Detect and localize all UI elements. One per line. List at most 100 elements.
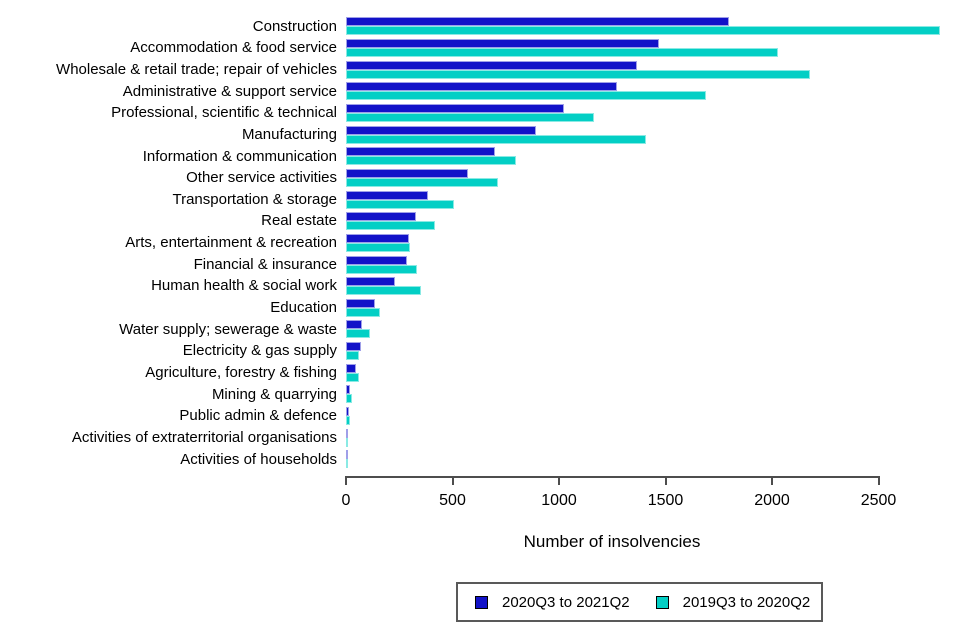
category-label: Professional, scientific & technical	[111, 104, 337, 122]
bar-2020q3-2021q2	[346, 428, 348, 438]
bar-2019q3-2020q2	[346, 91, 706, 101]
bar-2020q3-2021q2	[346, 82, 617, 92]
bar-2019q3-2020q2	[346, 134, 647, 144]
bar-2020q3-2021q2	[346, 125, 536, 135]
bar-2020q3-2021q2	[346, 255, 407, 265]
bar-2020q3-2021q2	[346, 407, 350, 417]
x-axis-tick	[877, 477, 880, 485]
chart-row: Construction	[0, 16, 960, 38]
category-label: Real estate	[261, 212, 337, 230]
bar-2019q3-2020q2	[346, 459, 349, 469]
category-label: Human health & social work	[151, 277, 337, 295]
bar-2020q3-2021q2	[346, 168, 469, 178]
x-axis-tick	[558, 477, 560, 485]
x-axis-tick	[664, 477, 667, 485]
category-label: Information & communication	[142, 147, 337, 165]
legend-item: 2020Q3 to 2021Q2	[475, 594, 630, 611]
bar-2019q3-2020q2	[346, 437, 348, 447]
bar-2020q3-2021q2	[346, 17, 730, 27]
chart-row: Financial & insurance	[0, 254, 960, 276]
category-label: Public admin & defence	[179, 407, 337, 425]
category-label: Other service activities	[186, 169, 337, 187]
category-label: Electricity & gas supply	[182, 342, 337, 360]
x-axis-title: Number of insolvencies	[523, 532, 701, 551]
legend-swatch	[475, 595, 488, 609]
chart-row: Activities of extraterritorial organisat…	[0, 427, 960, 449]
x-axis-tick-label: 2500	[860, 492, 897, 509]
chart-row: Agriculture, forestry & fishing	[0, 362, 960, 384]
category-label: Education	[270, 299, 337, 317]
x-axis-tick-label: 1000	[541, 492, 577, 509]
chart-row: Accommodation & food service	[0, 37, 960, 59]
bar-2020q3-2021q2	[346, 277, 395, 287]
bar-2019q3-2020q2	[346, 394, 353, 404]
category-label: Mining & quarrying	[211, 385, 337, 403]
x-axis-tick-label: 0	[341, 492, 351, 509]
bar-2019q3-2020q2	[346, 156, 517, 166]
legend-swatch	[655, 595, 669, 609]
bar-2020q3-2021q2	[346, 320, 362, 330]
bar-2020q3-2021q2	[346, 298, 375, 308]
bar-2020q3-2021q2	[346, 363, 356, 373]
bar-2020q3-2021q2	[346, 342, 361, 352]
x-axis-tick-label: 1500	[647, 492, 684, 509]
bar-2020q3-2021q2	[346, 103, 565, 113]
x-axis-tick-label: 500	[439, 492, 466, 509]
bar-2020q3-2021q2	[346, 233, 409, 243]
bar-2019q3-2020q2	[346, 307, 381, 317]
category-label: Arts, entertainment & recreation	[125, 234, 337, 252]
legend-label: 2019Q3 to 2020Q2	[682, 593, 811, 611]
bar-2019q3-2020q2	[346, 329, 371, 339]
bar-2020q3-2021q2	[346, 60, 637, 70]
bar-2019q3-2020q2	[346, 264, 418, 274]
legend-label: 2020Q3 to 2021Q2	[502, 593, 630, 611]
bar-2019q3-2020q2	[346, 26, 941, 36]
bar-2019q3-2020q2	[346, 372, 359, 382]
bar-2020q3-2021q2	[346, 385, 351, 395]
chart-row: Public admin & defence	[0, 405, 960, 427]
bar-2019q3-2020q2	[346, 112, 595, 122]
category-label: Financial & insurance	[193, 255, 337, 273]
category-label: Construction	[252, 17, 337, 35]
x-axis-tick	[345, 477, 347, 485]
chart-row: Manufacturing	[0, 124, 960, 146]
bar-2019q3-2020q2	[346, 69, 811, 79]
chart-row: Human health & social work	[0, 275, 960, 297]
chart-row: Transportation & storage	[0, 189, 960, 211]
chart-row: Electricity & gas supply	[0, 340, 960, 362]
category-label: Transportation & storage	[172, 190, 337, 208]
bar-2019q3-2020q2	[346, 416, 351, 426]
legend-item: 2019Q3 to 2020Q2	[655, 593, 811, 611]
bar-2020q3-2021q2	[346, 212, 417, 222]
bar-2019q3-2020q2	[346, 242, 410, 252]
bar-2020q3-2021q2	[346, 450, 348, 460]
category-label: Agriculture, forestry & fishing	[145, 364, 337, 381]
legend: 2020Q3 to 2021Q2 2019Q3 to 2020Q2	[456, 582, 823, 622]
chart-row: Real estate	[0, 210, 960, 232]
x-axis-tick	[771, 477, 773, 485]
bar-2019q3-2020q2	[346, 199, 454, 209]
category-label: Wholesale & retail trade; repair of vehi…	[56, 60, 337, 78]
chart-row: Information & communication	[0, 146, 960, 168]
bar-2019q3-2020q2	[346, 351, 359, 361]
bar-2019q3-2020q2	[346, 286, 421, 296]
bar-2020q3-2021q2	[346, 39, 660, 49]
chart-row: Wholesale & retail trade; repair of vehi…	[0, 59, 960, 81]
category-label: Manufacturing	[241, 125, 337, 143]
bar-2019q3-2020q2	[346, 48, 779, 58]
chart-row: Mining & quarrying	[0, 384, 960, 406]
bar-2019q3-2020q2	[346, 177, 499, 187]
chart-row: Other service activities	[0, 167, 960, 189]
x-axis-line	[345, 476, 880, 478]
chart-row: Administrative & support service	[0, 81, 960, 103]
category-label: Administrative & support service	[122, 82, 337, 100]
category-label: Activities of households	[180, 450, 337, 468]
bar-2019q3-2020q2	[346, 221, 436, 231]
chart-row: Activities of households	[0, 449, 960, 471]
bar-2020q3-2021q2	[346, 147, 496, 157]
chart-row: Water supply; sewerage & waste	[0, 319, 960, 341]
bar-2020q3-2021q2	[346, 190, 428, 200]
category-label: Accommodation & food service	[130, 39, 337, 57]
chart-row: Arts, entertainment & recreation	[0, 232, 960, 254]
